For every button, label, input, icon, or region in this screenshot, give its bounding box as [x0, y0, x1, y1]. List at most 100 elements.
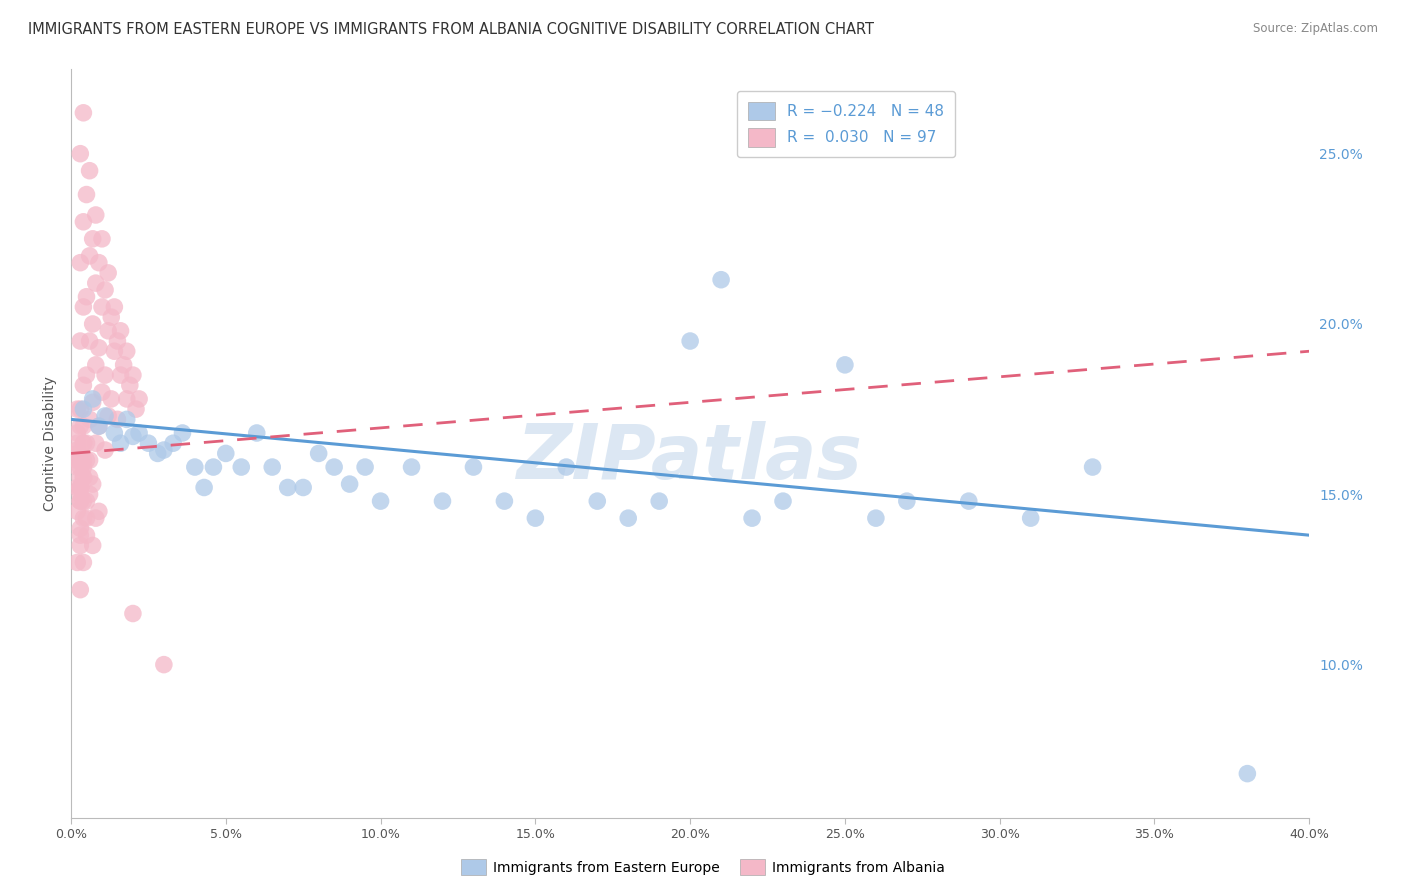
Text: ZIPatlas: ZIPatlas — [517, 421, 863, 495]
Text: Source: ZipAtlas.com: Source: ZipAtlas.com — [1253, 22, 1378, 36]
Point — [76, 511, 98, 525]
Point — [69, 494, 91, 508]
Point — [69, 528, 91, 542]
Point — [94, 443, 117, 458]
Point — [82, 232, 104, 246]
Point — [110, 436, 132, 450]
Point — [162, 436, 184, 450]
Point — [112, 358, 135, 372]
Point — [323, 460, 346, 475]
Point — [246, 425, 269, 440]
Point — [118, 378, 141, 392]
Point — [103, 425, 125, 440]
Point — [69, 470, 91, 484]
Point — [72, 436, 94, 450]
Point — [72, 556, 94, 570]
Point — [125, 402, 148, 417]
Point — [72, 511, 94, 525]
Point — [72, 105, 94, 120]
Legend: R = −0.224   N = 48, R =  0.030   N = 97: R = −0.224 N = 48, R = 0.030 N = 97 — [737, 91, 955, 158]
Point — [66, 556, 89, 570]
Point — [69, 487, 91, 501]
Point — [69, 460, 91, 475]
Point — [103, 344, 125, 359]
Point — [107, 412, 129, 426]
Point — [72, 494, 94, 508]
Point — [107, 334, 129, 348]
Point — [115, 392, 138, 406]
Point — [94, 283, 117, 297]
Point — [87, 341, 110, 355]
Point — [586, 494, 609, 508]
Point — [97, 266, 120, 280]
Point — [1236, 766, 1258, 780]
Point — [262, 460, 284, 475]
Point — [122, 607, 145, 621]
Legend: Immigrants from Eastern Europe, Immigrants from Albania: Immigrants from Eastern Europe, Immigran… — [456, 854, 950, 880]
Point — [72, 419, 94, 434]
Point — [679, 334, 702, 348]
Point — [463, 460, 485, 475]
Point — [82, 538, 104, 552]
Point — [66, 402, 89, 417]
Point — [82, 392, 104, 406]
Point — [172, 425, 194, 440]
Point — [1019, 511, 1042, 525]
Point — [76, 436, 98, 450]
Point — [97, 409, 120, 423]
Point — [66, 504, 89, 518]
Point — [115, 344, 138, 359]
Point — [308, 446, 330, 460]
Point — [153, 657, 176, 672]
Point — [72, 402, 94, 417]
Point — [494, 494, 516, 508]
Point — [82, 477, 104, 491]
Point — [87, 419, 110, 434]
Point — [100, 310, 122, 325]
Point — [72, 470, 94, 484]
Point — [292, 481, 315, 495]
Point — [79, 470, 101, 484]
Point — [76, 494, 98, 508]
Point — [72, 453, 94, 467]
Point — [82, 395, 104, 409]
Point — [66, 443, 89, 458]
Point — [370, 494, 392, 508]
Point — [66, 446, 89, 460]
Point — [277, 481, 299, 495]
Point — [648, 494, 671, 508]
Text: IMMIGRANTS FROM EASTERN EUROPE VS IMMIGRANTS FROM ALBANIA COGNITIVE DISABILITY C: IMMIGRANTS FROM EASTERN EUROPE VS IMMIGR… — [28, 22, 875, 37]
Point — [69, 582, 91, 597]
Point — [69, 146, 91, 161]
Point — [84, 208, 107, 222]
Point — [72, 378, 94, 392]
Point — [76, 290, 98, 304]
Point — [231, 460, 253, 475]
Point — [91, 232, 114, 246]
Point — [184, 460, 207, 475]
Point — [72, 215, 94, 229]
Point — [1081, 460, 1104, 475]
Point — [617, 511, 640, 525]
Point — [97, 324, 120, 338]
Point — [122, 368, 145, 382]
Point — [741, 511, 763, 525]
Point — [110, 368, 132, 382]
Point — [772, 494, 794, 508]
Point — [69, 538, 91, 552]
Point — [87, 255, 110, 269]
Point — [82, 317, 104, 331]
Point — [87, 419, 110, 434]
Point — [122, 429, 145, 443]
Point — [339, 477, 361, 491]
Point — [401, 460, 423, 475]
Point — [76, 368, 98, 382]
Point — [138, 436, 160, 450]
Point — [91, 300, 114, 314]
Point — [91, 385, 114, 400]
Point — [72, 470, 94, 484]
Point — [87, 504, 110, 518]
Point — [72, 300, 94, 314]
Point — [555, 460, 578, 475]
Point — [66, 481, 89, 495]
